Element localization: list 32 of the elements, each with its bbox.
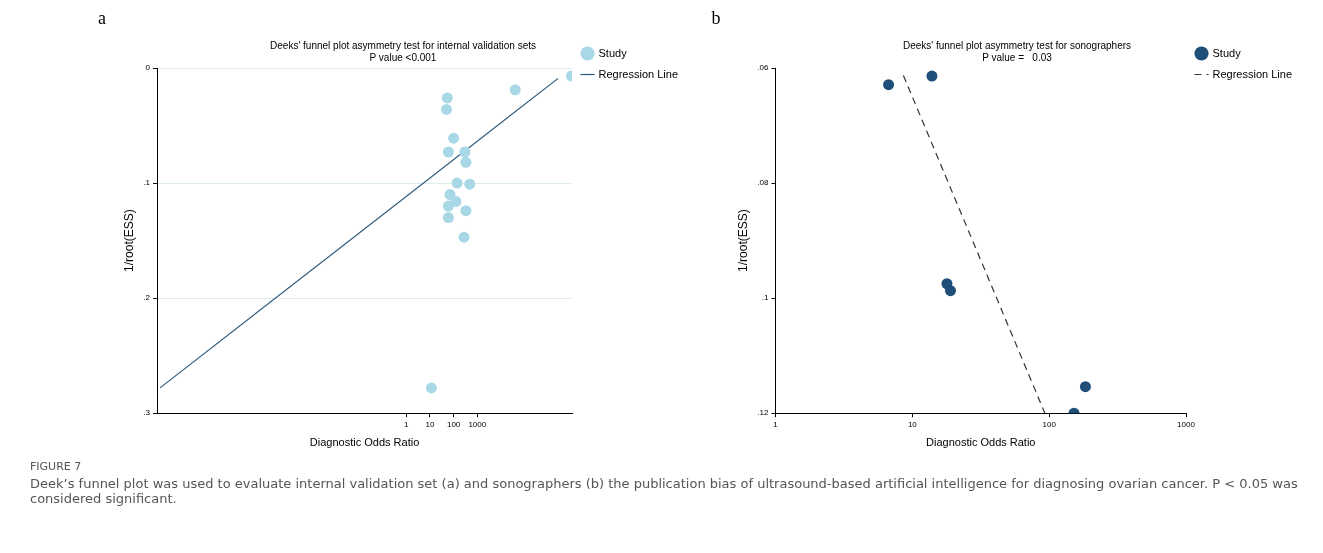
- y-tick-label: .1: [761, 293, 769, 303]
- y-tick-label: .1: [143, 178, 151, 188]
- chart-title: Deeks' funnel plot asymmetry test for sonographers: [902, 39, 1131, 51]
- x-axis-title: Diagnostic Odds Ratio: [925, 436, 1035, 449]
- x-tick-label: 100: [1042, 420, 1056, 430]
- x-tick-label: 1: [404, 420, 410, 430]
- x-tick-label: 1000: [1176, 420, 1195, 430]
- legend-label: Study: [598, 46, 628, 59]
- chart-subtitle: P value = 0.03: [981, 51, 1052, 63]
- y-tick-label: .08: [756, 178, 769, 188]
- chart-subtitle: P value <0.001: [369, 51, 437, 63]
- y-tick-label: .3: [143, 408, 151, 418]
- x-tick-label: 100: [446, 420, 461, 430]
- legend-label: Regression Line: [1212, 67, 1292, 80]
- y-tick-label: .12: [756, 408, 769, 418]
- y-tick-label: .06: [756, 63, 769, 73]
- y-tick-label: .2: [143, 293, 151, 303]
- chart-title: Deeks' funnel plot asymmetry test for internal validation sets: [270, 39, 536, 51]
- legend-label: Study: [1212, 46, 1241, 59]
- y-axis-title: 1/root(ESS): [735, 209, 750, 272]
- y-tick-label: 0: [145, 63, 151, 73]
- text: a: [98, 8, 106, 29]
- y-axis-title: 1/root(ESS): [121, 209, 136, 272]
- text: Deek’s funnel plot was used to evaluate internal validation set (a) and sonographers (b) the publication bias of ultrasound-based artificial intelligence for diagnosing ovarian cancer. P < 0.05 was considered significant.: [30, 476, 1299, 506]
- x-tick-label: 10: [907, 420, 917, 430]
- text: b: [711, 8, 721, 29]
- x-tick-label: 1000: [468, 420, 487, 430]
- x-tick-label: 1: [772, 420, 778, 430]
- x-tick-label: 10: [425, 420, 435, 430]
- x-axis-title: Diagnostic Odds Ratio: [309, 436, 420, 449]
- legend-label: Regression Line: [598, 67, 679, 80]
- caption: FIGURE 7: [30, 460, 83, 473]
